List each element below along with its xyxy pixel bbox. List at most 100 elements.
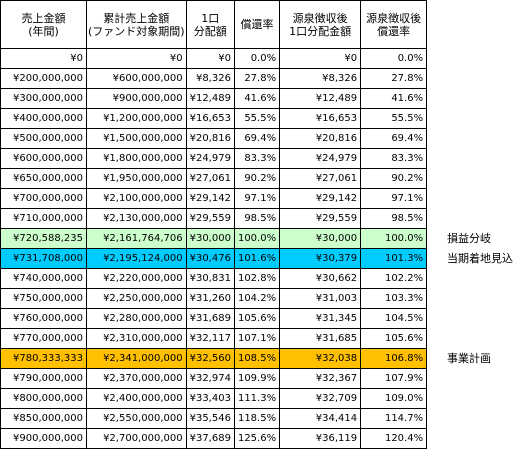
cumulative-sales-cell: ¥2,250,000,000 bbox=[86, 288, 187, 309]
annual-sales-cell: ¥200,000,000 bbox=[0, 68, 87, 89]
after-tax-rate-cell: 105.6% bbox=[360, 328, 428, 349]
redemption-rate-cell: 100.0% bbox=[233, 228, 281, 249]
cumulative-sales-cell: ¥2,310,000,000 bbox=[86, 328, 187, 349]
after-tax-rate-cell: 106.8% bbox=[360, 348, 428, 369]
annual-sales-cell: ¥780,333,333 bbox=[0, 348, 87, 369]
after-tax-distribution-cell: ¥0 bbox=[279, 48, 362, 69]
distribution-cell: ¥27,061 bbox=[185, 168, 235, 189]
distribution-table: 売上金額 (年間) 累計売上金額 (ファンド対象期間) 1口 分配額 償還率 源… bbox=[0, 0, 428, 449]
after-tax-distribution-cell: ¥24,979 bbox=[279, 148, 362, 169]
cumulative-sales-cell: ¥2,195,124,000 bbox=[86, 248, 187, 269]
after-tax-rate-cell: 41.6% bbox=[360, 88, 428, 109]
after-tax-rate-cell: 103.3% bbox=[360, 288, 428, 309]
annual-sales-cell: ¥750,000,000 bbox=[0, 288, 87, 309]
distribution-cell: ¥30,000 bbox=[185, 228, 235, 249]
annual-sales-cell: ¥850,000,000 bbox=[0, 408, 87, 429]
row-note: 損益分岐 bbox=[447, 232, 491, 245]
after-tax-distribution-cell: ¥31,345 bbox=[279, 308, 362, 329]
annual-sales-cell: ¥790,000,000 bbox=[0, 368, 87, 389]
annual-sales-cell: ¥800,000,000 bbox=[0, 388, 87, 409]
after-tax-rate-cell: 98.5% bbox=[360, 208, 428, 229]
distribution-cell: ¥8,326 bbox=[185, 68, 235, 89]
after-tax-distribution-cell: ¥27,061 bbox=[279, 168, 362, 189]
table-row: ¥600,000,000 ¥1,800,000,000 ¥24,979 83.3% ¥2… bbox=[0, 148, 428, 169]
after-tax-distribution-cell: ¥31,685 bbox=[279, 328, 362, 349]
annual-sales-cell: ¥400,000,000 bbox=[0, 108, 87, 129]
after-tax-rate-cell: 90.2% bbox=[360, 168, 428, 189]
annual-sales-cell: ¥700,000,000 bbox=[0, 188, 87, 209]
row-note: 事業計画 bbox=[447, 352, 491, 365]
header-line: 償還率 bbox=[377, 24, 411, 38]
redemption-rate-cell: 109.9% bbox=[233, 368, 281, 389]
after-tax-distribution-cell: ¥8,326 bbox=[279, 68, 362, 89]
table-row: ¥500,000,000 ¥1,500,000,000 ¥20,816 69.4% ¥2… bbox=[0, 128, 428, 149]
table-body: ¥0 ¥0 ¥0 0.0% ¥0 0.0% ¥200,000,000 ¥600,000,000… bbox=[0, 48, 428, 449]
after-tax-distribution-cell: ¥20,816 bbox=[279, 128, 362, 149]
after-tax-distribution-cell: ¥31,003 bbox=[279, 288, 362, 309]
annual-sales-cell: ¥600,000,000 bbox=[0, 148, 87, 169]
annual-sales-cell: ¥770,000,000 bbox=[0, 328, 87, 349]
redemption-rate-cell: 107.1% bbox=[233, 328, 281, 349]
header-line: 売上金額 bbox=[21, 11, 66, 25]
annual-sales-cell: ¥0 bbox=[0, 48, 87, 69]
cumulative-sales-cell: ¥2,220,000,000 bbox=[86, 268, 187, 289]
after-tax-rate-cell: 120.4% bbox=[360, 428, 428, 449]
redemption-rate-cell: 108.5% bbox=[233, 348, 281, 369]
cumulative-sales-cell: ¥2,370,000,000 bbox=[86, 368, 187, 389]
cumulative-sales-cell: ¥2,130,000,000 bbox=[86, 208, 187, 229]
annual-sales-cell: ¥900,000,000 bbox=[0, 428, 87, 449]
distribution-cell: ¥32,560 bbox=[185, 348, 235, 369]
header-line: 源泉徴収後 bbox=[366, 11, 422, 25]
header-cumulative-sales: 累計売上金額 (ファンド対象期間) bbox=[86, 0, 187, 49]
annual-sales-cell: ¥300,000,000 bbox=[0, 88, 87, 109]
distribution-cell: ¥32,117 bbox=[185, 328, 235, 349]
distribution-cell: ¥35,546 bbox=[185, 408, 235, 429]
header-line: (ファンド対象期間) bbox=[88, 24, 185, 38]
after-tax-distribution-cell: ¥29,559 bbox=[279, 208, 362, 229]
after-tax-distribution-cell: ¥30,379 bbox=[279, 248, 362, 269]
distribution-cell: ¥30,831 bbox=[185, 268, 235, 289]
header-line: (年間) bbox=[28, 24, 59, 38]
redemption-rate-cell: 83.3% bbox=[233, 148, 281, 169]
cumulative-sales-cell: ¥1,800,000,000 bbox=[86, 148, 187, 169]
cumulative-sales-cell: ¥1,200,000,000 bbox=[86, 108, 187, 129]
table-row: ¥0 ¥0 ¥0 0.0% ¥0 0.0% bbox=[0, 48, 428, 69]
table-row: ¥800,000,000 ¥2,400,000,000 ¥33,403 111.3% ¥… bbox=[0, 388, 428, 409]
header-redemption-rate: 償還率 bbox=[233, 0, 281, 49]
row-note: 当期着地見込 bbox=[447, 252, 513, 265]
distribution-cell: ¥31,689 bbox=[185, 308, 235, 329]
table-row: ¥200,000,000 ¥600,000,000 ¥8,326 27.8% ¥8,32… bbox=[0, 68, 428, 89]
redemption-rate-cell: 125.6% bbox=[233, 428, 281, 449]
header-line: 1口 bbox=[201, 11, 220, 25]
after-tax-distribution-cell: ¥32,367 bbox=[279, 368, 362, 389]
header-after-tax-distribution: 源泉徴収後 1口分配金額 bbox=[279, 0, 362, 49]
redemption-rate-cell: 98.5% bbox=[233, 208, 281, 229]
after-tax-distribution-cell: ¥34,414 bbox=[279, 408, 362, 429]
annual-sales-cell: ¥760,000,000 bbox=[0, 308, 87, 329]
after-tax-rate-cell: 109.0% bbox=[360, 388, 428, 409]
distribution-cell: ¥20,816 bbox=[185, 128, 235, 149]
table-row: ¥400,000,000 ¥1,200,000,000 ¥16,653 55.5% ¥1… bbox=[0, 108, 428, 129]
cumulative-sales-cell: ¥2,341,000,000 bbox=[86, 348, 187, 369]
redemption-rate-cell: 102.8% bbox=[233, 268, 281, 289]
redemption-rate-cell: 97.1% bbox=[233, 188, 281, 209]
distribution-cell: ¥24,979 bbox=[185, 148, 235, 169]
table-row: ¥700,000,000 ¥2,100,000,000 ¥29,142 97.1% ¥2… bbox=[0, 188, 428, 209]
distribution-cell: ¥12,489 bbox=[185, 88, 235, 109]
after-tax-distribution-cell: ¥30,000 bbox=[279, 228, 362, 249]
after-tax-rate-cell: 100.0% bbox=[360, 228, 428, 249]
table-row: ¥900,000,000 ¥2,700,000,000 ¥37,689 125.6% ¥… bbox=[0, 428, 428, 449]
table-row: ¥760,000,000 ¥2,280,000,000 ¥31,689 105.6% ¥… bbox=[0, 308, 428, 329]
cumulative-sales-cell: ¥600,000,000 bbox=[86, 68, 187, 89]
annual-sales-cell: ¥650,000,000 bbox=[0, 168, 87, 189]
annual-sales-cell: ¥710,000,000 bbox=[0, 208, 87, 229]
cumulative-sales-cell: ¥1,500,000,000 bbox=[86, 128, 187, 149]
table-row: ¥710,000,000 ¥2,130,000,000 ¥29,559 98.5% ¥2… bbox=[0, 208, 428, 229]
table-row: ¥740,000,000 ¥2,220,000,000 ¥30,831 102.8% ¥… bbox=[0, 268, 428, 289]
redemption-rate-cell: 27.8% bbox=[233, 68, 281, 89]
table-row: ¥750,000,000 ¥2,250,000,000 ¥31,260 104.2% ¥… bbox=[0, 288, 428, 309]
header-row: 売上金額 (年間) 累計売上金額 (ファンド対象期間) 1口 分配額 償還率 源… bbox=[0, 0, 428, 49]
after-tax-distribution-cell: ¥30,662 bbox=[279, 268, 362, 289]
table-row: ¥650,000,000 ¥1,950,000,000 ¥27,061 90.2% ¥2… bbox=[0, 168, 428, 189]
distribution-cell: ¥29,142 bbox=[185, 188, 235, 209]
